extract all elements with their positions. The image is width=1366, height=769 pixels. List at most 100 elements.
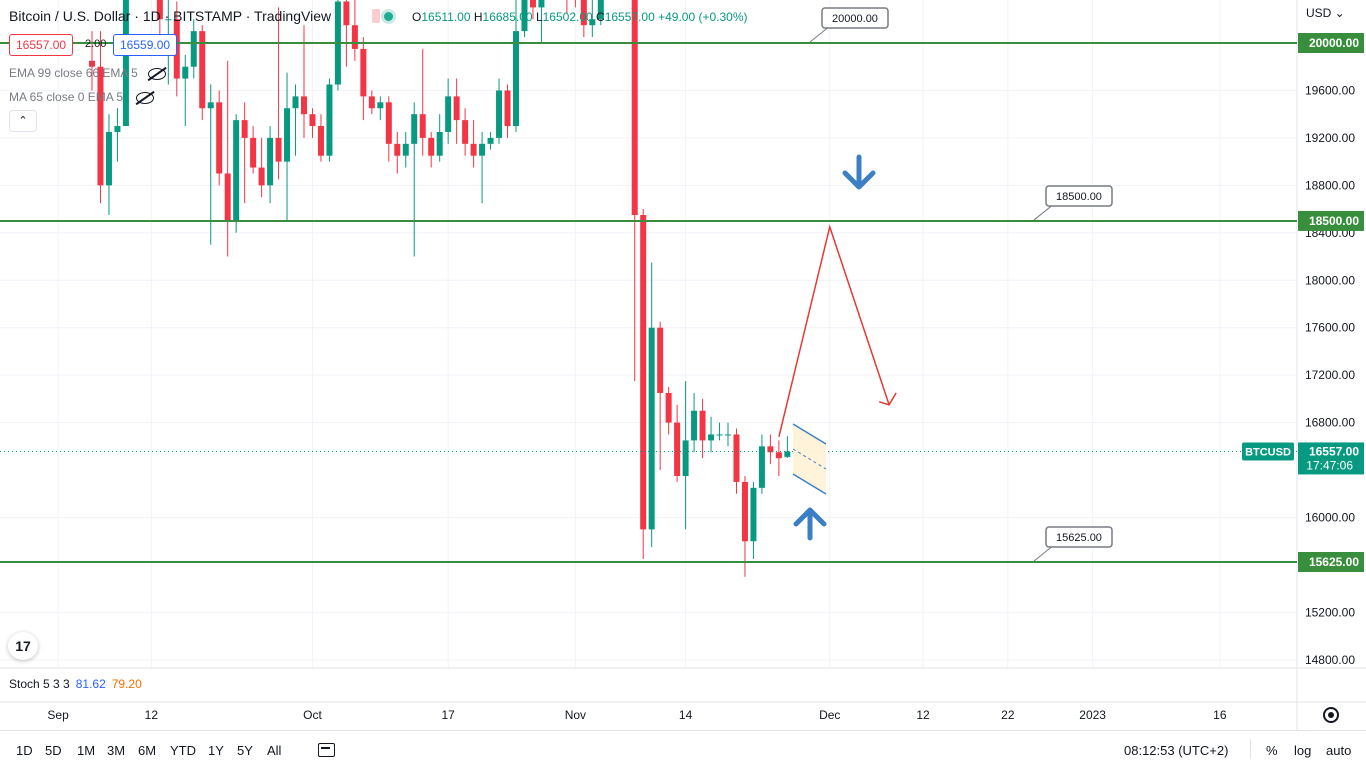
price-tick-label: 15200.00 bbox=[1305, 605, 1355, 619]
sell-price-button[interactable]: 16557.00 bbox=[9, 34, 74, 56]
hidden-eye-icon[interactable] bbox=[136, 92, 154, 104]
candle-body bbox=[122, 0, 129, 127]
currency-label: USD bbox=[1306, 6, 1332, 20]
candle-body bbox=[105, 131, 112, 186]
symbol-tag-text: BTCUSD bbox=[1245, 446, 1291, 458]
price-tick-label: 18000.00 bbox=[1305, 273, 1355, 287]
auto-scale-button[interactable]: auto bbox=[1326, 743, 1352, 758]
candle-body bbox=[165, 19, 172, 21]
log-scale-button[interactable]: log bbox=[1294, 743, 1312, 758]
time-tick-label: 17 bbox=[441, 708, 455, 722]
market-status-dot bbox=[384, 12, 393, 21]
candle-body bbox=[504, 90, 511, 127]
candle-body bbox=[250, 137, 257, 168]
stoch-k-value: 81.62 bbox=[75, 677, 106, 691]
candle-body bbox=[529, 0, 536, 8]
candle-body bbox=[487, 137, 494, 144]
price-tick-label: 16000.00 bbox=[1305, 511, 1355, 525]
clock-readout[interactable]: 08:12:53 (UTC+2) bbox=[1124, 743, 1229, 758]
candle-body bbox=[699, 410, 706, 441]
indicator-ma[interactable]: MA 65 close 0 EMA 5 bbox=[9, 90, 124, 104]
buy-price-button[interactable]: 16559.00 bbox=[113, 34, 178, 56]
range-all[interactable]: All bbox=[267, 743, 282, 758]
spread-value: 2.00 bbox=[85, 38, 107, 50]
currency-selector[interactable]: USD ⌄ bbox=[1306, 6, 1345, 20]
candle-body bbox=[784, 451, 791, 457]
candle-body bbox=[411, 114, 418, 144]
time-tick-label: 12 bbox=[145, 708, 159, 722]
candle-body bbox=[368, 96, 375, 109]
sell-marker bbox=[372, 9, 380, 23]
candle-body bbox=[224, 173, 231, 221]
candle-body bbox=[758, 446, 765, 488]
range-5y[interactable]: 5Y bbox=[237, 743, 253, 758]
candle-body bbox=[708, 434, 715, 441]
price-tick-label: 19600.00 bbox=[1305, 83, 1355, 97]
callout-box bbox=[821, 7, 889, 29]
candle-body bbox=[284, 108, 291, 162]
candle-body bbox=[496, 90, 503, 138]
candle-body bbox=[317, 126, 324, 156]
candle-body bbox=[631, 0, 638, 216]
range-ytd[interactable]: YTD bbox=[170, 743, 196, 758]
last-price-tag-text: 16557.00 bbox=[1309, 444, 1359, 458]
candle-body bbox=[716, 434, 723, 436]
ohlc-readout: O16511.00 H16685.00 L16502.00 C16557.00 … bbox=[412, 10, 748, 24]
level-price-tag bbox=[1298, 210, 1364, 231]
price-tick-label: 17200.00 bbox=[1305, 368, 1355, 382]
stoch-label: Stoch 5 3 3 bbox=[9, 677, 70, 691]
time-tick-label: 2023 bbox=[1079, 708, 1106, 722]
candle-body bbox=[207, 102, 214, 109]
range-1m[interactable]: 1M bbox=[77, 743, 96, 758]
candle-body bbox=[767, 446, 774, 453]
candle-body bbox=[741, 481, 748, 542]
time-tick-label: Dec bbox=[819, 708, 840, 722]
callout-box bbox=[1045, 185, 1113, 207]
time-tick-label: 14 bbox=[679, 708, 693, 722]
projection-arrowhead bbox=[878, 392, 897, 406]
indicator-ema[interactable]: EMA 99 close 66 EMA 5 bbox=[9, 66, 138, 80]
candle-body bbox=[513, 31, 519, 127]
range-1y[interactable]: 1Y bbox=[208, 743, 224, 758]
callout-label: 15625.00 bbox=[1056, 532, 1102, 544]
candle-body bbox=[97, 66, 104, 186]
level-price-tag bbox=[1298, 552, 1364, 572]
candle-body bbox=[665, 392, 672, 423]
candle-body bbox=[521, 0, 528, 32]
price-tick-label: 18800.00 bbox=[1305, 178, 1355, 192]
candle-body bbox=[775, 452, 782, 459]
candle-body bbox=[233, 120, 240, 221]
percent-scale-button[interactable]: % bbox=[1266, 743, 1278, 758]
time-tick-label: 22 bbox=[1001, 708, 1015, 722]
price-tick-label: 19200.00 bbox=[1305, 131, 1355, 145]
candle-body bbox=[190, 31, 197, 67]
last-price-tag bbox=[1298, 442, 1364, 475]
range-1d[interactable]: 1D bbox=[16, 743, 33, 758]
candle-body bbox=[733, 434, 740, 482]
stoch-legend[interactable]: Stoch 5 3 3 81.62 79.20 bbox=[9, 677, 142, 691]
flag-mid-line bbox=[792, 448, 827, 470]
candle-body bbox=[402, 143, 409, 156]
flag-lower-line bbox=[792, 473, 827, 495]
hidden-eye-icon[interactable] bbox=[148, 68, 166, 80]
candle-body bbox=[691, 410, 698, 441]
candle-body bbox=[453, 96, 460, 121]
range-3m[interactable]: 3M bbox=[107, 743, 126, 758]
range-5d[interactable]: 5D bbox=[45, 743, 62, 758]
range-6m[interactable]: 6M bbox=[138, 743, 157, 758]
price-tick-label: 17600.00 bbox=[1305, 321, 1355, 335]
candle-body bbox=[182, 66, 189, 79]
time-tick-label: Sep bbox=[47, 708, 69, 722]
collapse-legend-button[interactable]: ⌃ bbox=[9, 110, 37, 132]
settings-gear-icon[interactable] bbox=[1323, 707, 1339, 723]
goto-date-icon[interactable] bbox=[318, 743, 335, 757]
candle-body bbox=[241, 120, 248, 138]
stoch-d-value: 79.20 bbox=[111, 677, 142, 691]
candle-body bbox=[419, 114, 426, 138]
chart-title: Bitcoin / U.S. Dollar · 1D · BITSTAMP · … bbox=[9, 8, 332, 24]
tradingview-logo[interactable]: 17 bbox=[8, 632, 38, 660]
candle-body bbox=[428, 137, 435, 156]
candle-body bbox=[479, 143, 486, 156]
candle-body bbox=[156, 0, 163, 20]
